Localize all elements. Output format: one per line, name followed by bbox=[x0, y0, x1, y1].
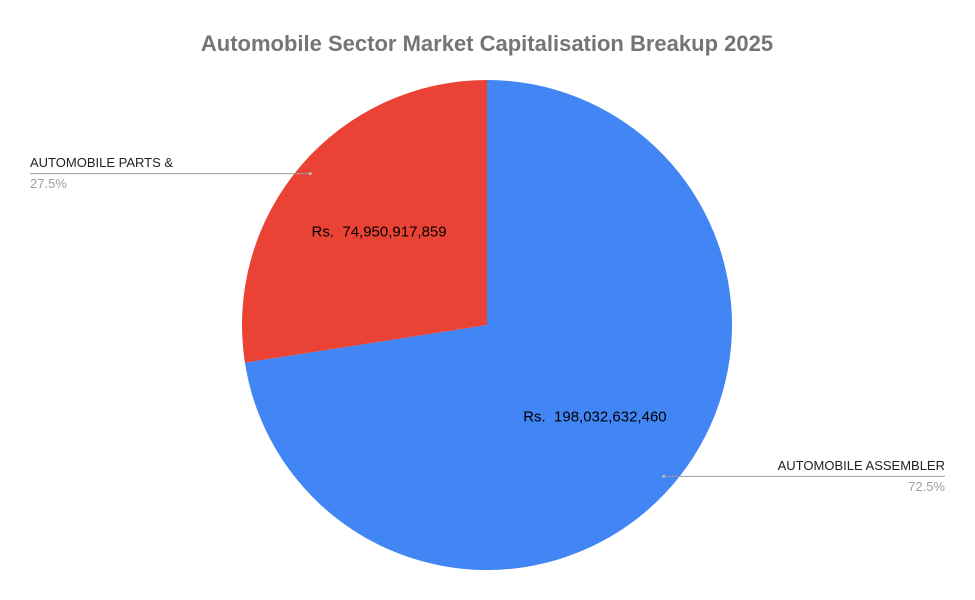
pie-slice bbox=[244, 80, 732, 570]
leader-dot bbox=[308, 172, 312, 176]
slice-value-label: Rs. 198,032,632,460 bbox=[523, 408, 666, 425]
legend-label: AUTOMOBILE PARTS & bbox=[30, 155, 173, 170]
slice-value-label: Rs. 74,950,917,859 bbox=[312, 224, 447, 241]
pie-slice bbox=[241, 80, 487, 363]
chart-title: Automobile Sector Market Capitalisation … bbox=[201, 31, 773, 56]
legend-label: AUTOMOBILE ASSEMBLER bbox=[778, 458, 945, 473]
leader-dot bbox=[662, 474, 666, 478]
legend-percent: 27.5% bbox=[30, 176, 67, 191]
legend-percent: 72.5% bbox=[908, 479, 945, 494]
